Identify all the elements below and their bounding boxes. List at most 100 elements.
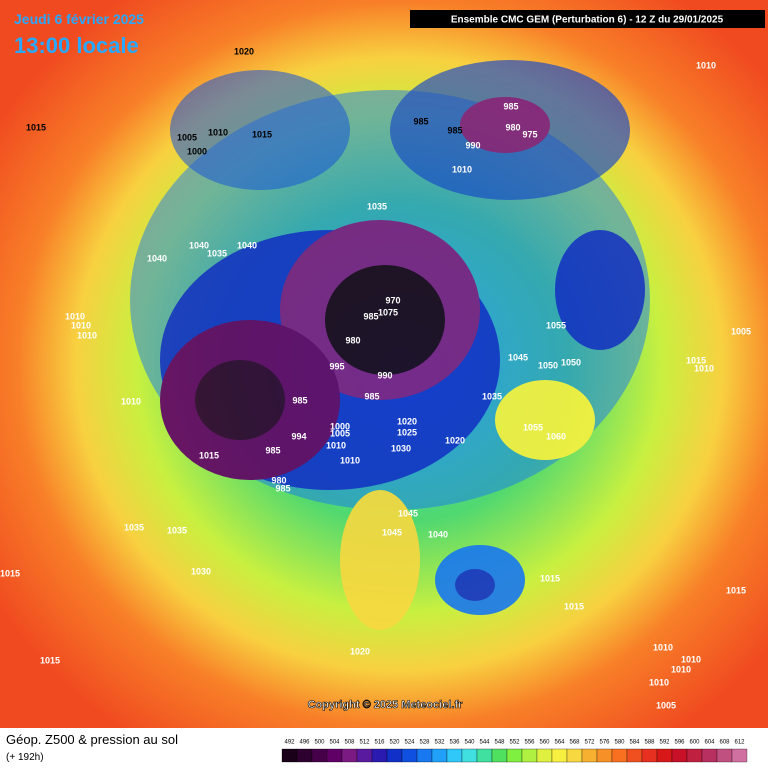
legend-label: 604 (704, 740, 715, 746)
legend-label: 608 (719, 740, 730, 746)
isobar-label: 1010 (696, 60, 716, 70)
isobar-label: 1045 (398, 508, 418, 518)
legend-swatch (446, 748, 463, 763)
legend-swatch (416, 748, 433, 763)
legend-label: 576 (599, 740, 610, 746)
legend-label: 508 (344, 740, 355, 746)
isobar-label: 1020 (397, 416, 417, 426)
isobar-label: 1005 (731, 326, 751, 336)
legend-label: 492 (284, 740, 295, 746)
isobar-label: 1000 (187, 146, 207, 156)
legend-swatch (461, 748, 478, 763)
height-field (130, 60, 650, 630)
isobar-label: 1010 (77, 330, 97, 340)
copyright: Copyright © 2025 Meteociel.fr (308, 699, 464, 711)
isobar-label: 1010 (649, 677, 669, 687)
legend-swatch (476, 748, 493, 763)
isobar-label: 1035 (482, 391, 502, 401)
isobar-label: 1015 (540, 573, 560, 583)
model-info: Ensemble CMC GEM (Perturbation 6) - 12 Z… (451, 15, 724, 26)
legend-swatch (536, 748, 553, 763)
isobar-label: 1010 (71, 320, 91, 330)
legend-swatch (296, 748, 313, 763)
isobar-label: 1015 (252, 129, 272, 139)
isobar-label: 1040 (237, 240, 257, 250)
isobar-label: 1010 (208, 127, 228, 137)
isobar-label: 1050 (538, 360, 558, 370)
isobar-label: 985 (363, 311, 378, 321)
legend-label: 584 (629, 740, 640, 746)
isobar-label: 985 (292, 395, 307, 405)
isobar-label: 985 (364, 391, 379, 401)
isobar-label: 1015 (0, 568, 20, 578)
legend-label: 580 (614, 740, 625, 746)
isobar-label: 985 (413, 116, 428, 126)
legend-label: 556 (524, 740, 535, 746)
legend-label: 564 (554, 740, 565, 746)
legend-swatch (686, 748, 703, 763)
isobar-label: 975 (522, 129, 537, 139)
isobar-label: 995 (329, 361, 344, 371)
isobar-label: 1035 (167, 525, 187, 535)
legend-label: 504 (329, 740, 340, 746)
isobar-label: 1015 (199, 450, 219, 460)
legend-swatch (386, 748, 403, 763)
legend-label: 600 (689, 740, 700, 746)
legend-swatch (611, 748, 628, 763)
isobar-label: 1040 (147, 253, 167, 263)
isobar-label: 990 (465, 140, 480, 150)
legend-swatch (281, 748, 298, 763)
isobar-label: 1030 (391, 443, 411, 453)
isobar-label: 1045 (508, 352, 528, 362)
legend-swatch (566, 748, 583, 763)
isobar-label: 1050 (561, 357, 581, 367)
legend-swatch (371, 748, 388, 763)
legend-label: 568 (569, 740, 580, 746)
isobar-label: 1010 (681, 654, 701, 664)
legend-label: 520 (389, 740, 400, 746)
legend-label: 496 (299, 740, 310, 746)
isobar-label: 1075 (378, 307, 398, 317)
legend-swatch (401, 748, 418, 763)
legend-swatch (326, 748, 343, 763)
isobar-label: 1010 (326, 440, 346, 450)
legend-label: 536 (449, 740, 460, 746)
legend-label: 544 (479, 740, 490, 746)
isobar-label: 1055 (546, 320, 566, 330)
isobar-label: 1010 (121, 396, 141, 406)
isobar-label: 1015 (564, 601, 584, 611)
legend-swatch (581, 748, 598, 763)
isobar-label: 1015 (686, 355, 706, 365)
legend-label: 596 (674, 740, 685, 746)
isobar-label: 1005 (177, 132, 197, 142)
legend-label: 560 (539, 740, 550, 746)
local-time: 13:00 locale (14, 33, 139, 58)
isobar-label: 994 (291, 431, 306, 441)
legend-swatch (716, 748, 733, 763)
legend-swatch (731, 748, 748, 763)
legend-label: 612 (734, 740, 745, 746)
forecast-lead: (+ 192h) (6, 752, 44, 763)
legend-label: 524 (404, 740, 415, 746)
legend-swatch (701, 748, 718, 763)
isobar-label: 1040 (189, 240, 209, 250)
date: Jeudi 6 février 2025 (14, 11, 144, 27)
legend-swatch (671, 748, 688, 763)
isobar-label: 985 (265, 445, 280, 455)
isobar-label: 1010 (340, 455, 360, 465)
legend-swatch (596, 748, 613, 763)
isobar-label: 1015 (726, 585, 746, 595)
isobar-label: 1040 (428, 529, 448, 539)
isobar-label: 980 (271, 475, 286, 485)
isobar-label: 1010 (694, 363, 714, 373)
isobar-label: 990 (377, 370, 392, 380)
isobar-label: 1010 (452, 164, 472, 174)
isobar-label: 1020 (350, 646, 370, 656)
legend-label: 548 (494, 740, 505, 746)
legend-label: 592 (659, 740, 670, 746)
legend-label: 528 (419, 740, 430, 746)
legend-swatch (356, 748, 373, 763)
isobar-label: 1035 (124, 522, 144, 532)
